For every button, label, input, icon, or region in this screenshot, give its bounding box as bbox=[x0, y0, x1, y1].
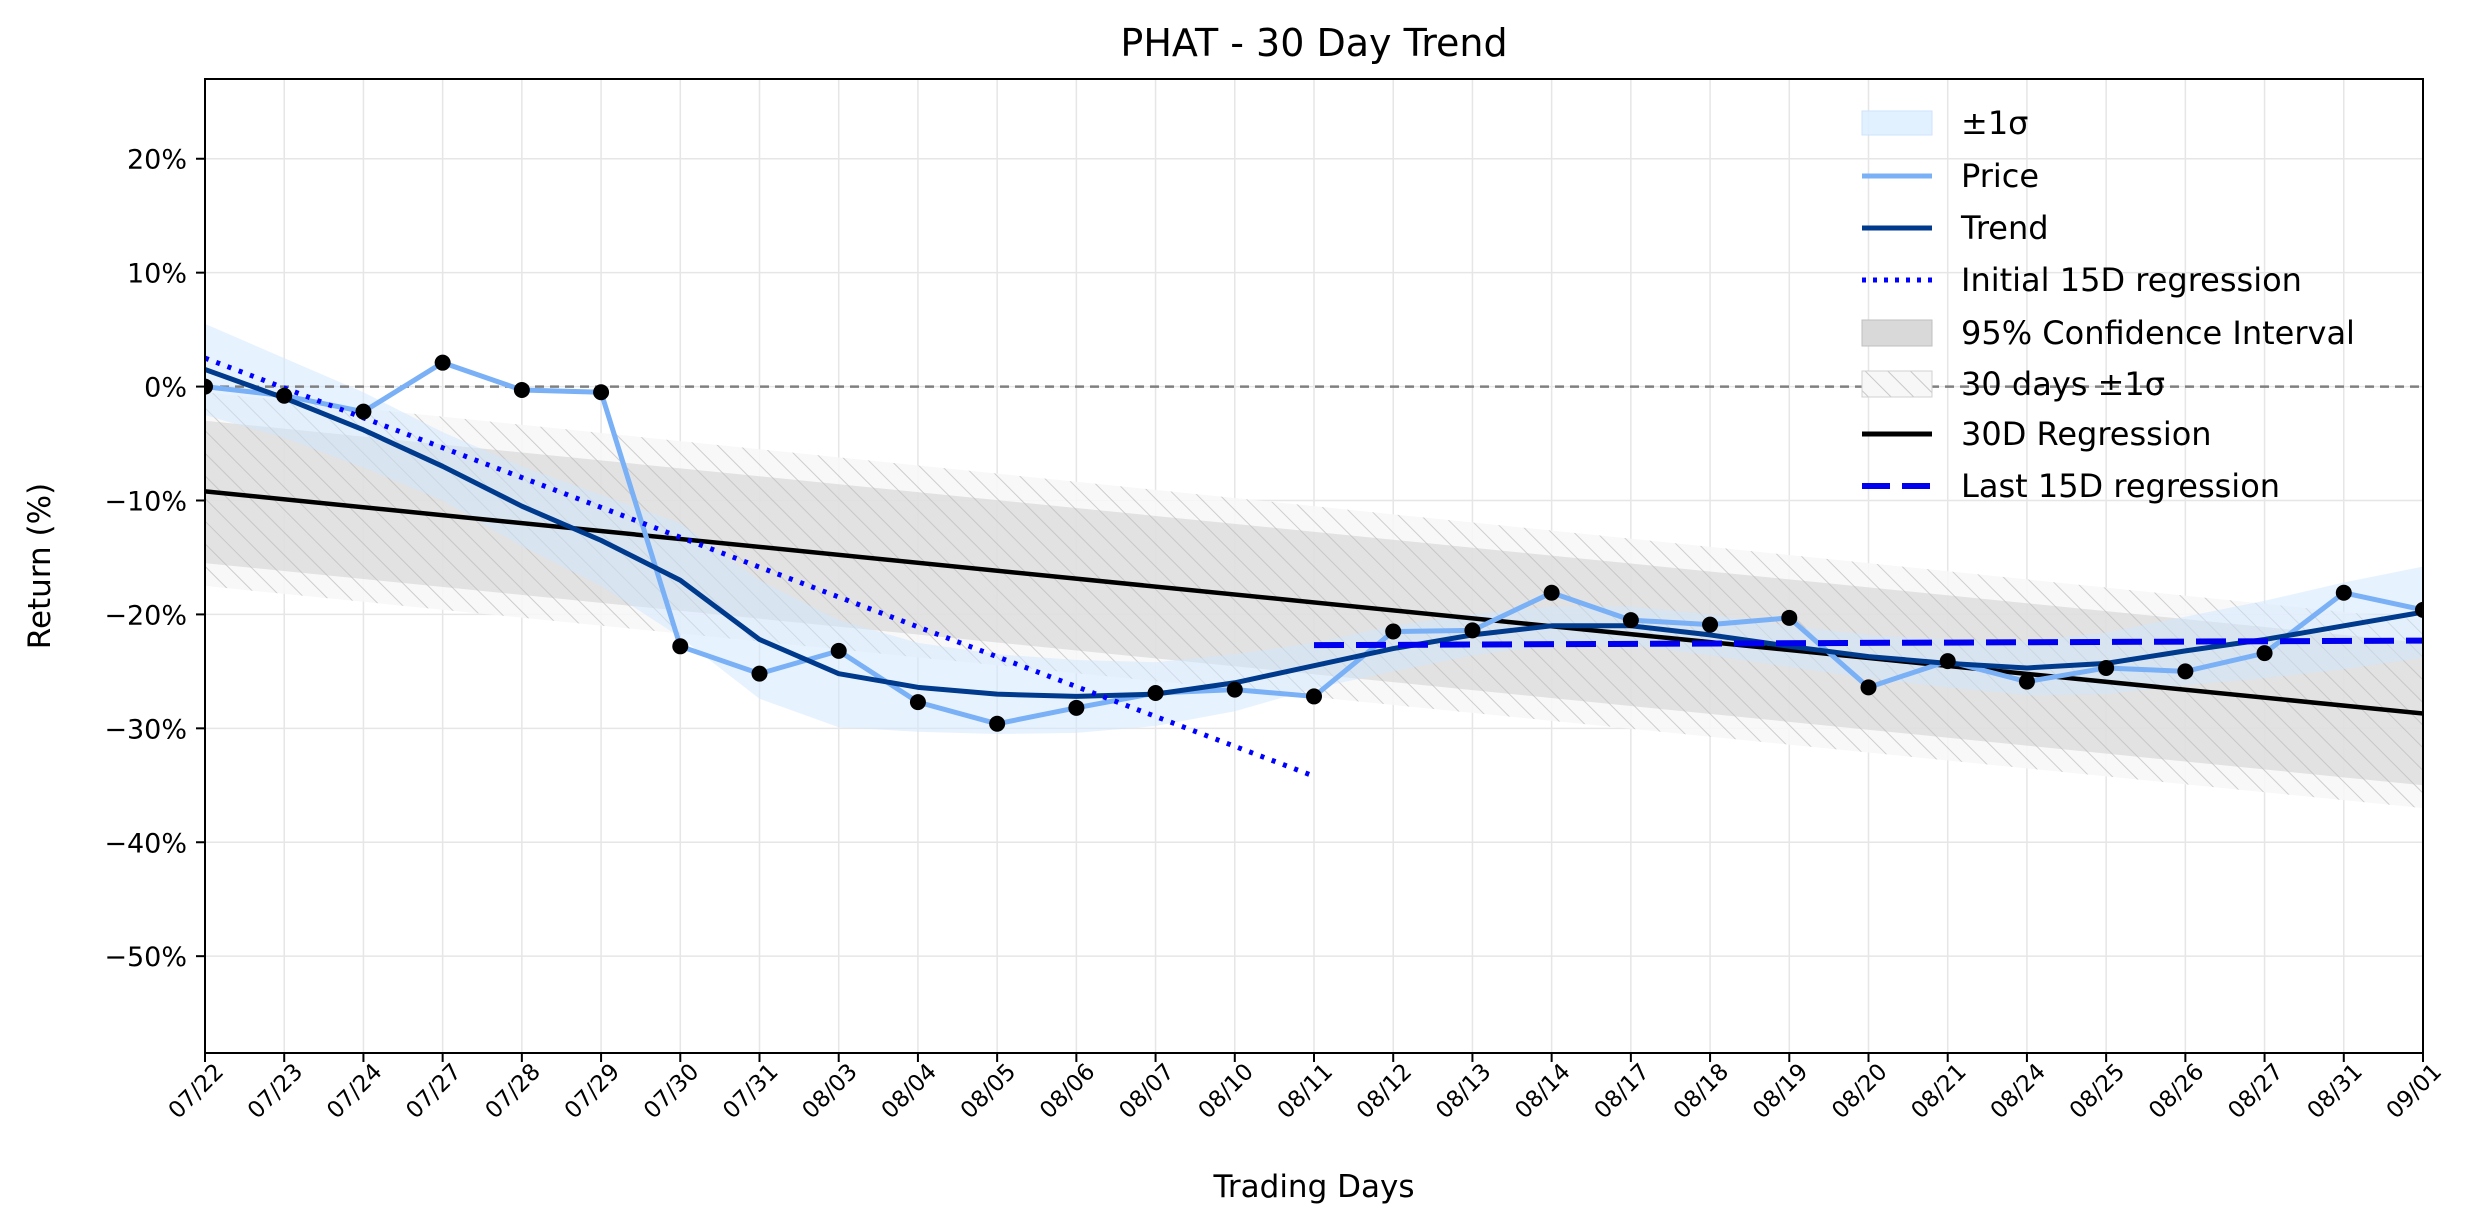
x-tick-label: 08/11 bbox=[1273, 1059, 1338, 1124]
x-tick-label: 08/20 bbox=[1827, 1059, 1892, 1124]
chart-title: PHAT - 30 Day Trend bbox=[1120, 21, 1507, 65]
price-point bbox=[1622, 612, 1639, 629]
x-tick-label: 08/03 bbox=[797, 1059, 862, 1124]
x-tick-label: 08/31 bbox=[2303, 1059, 2368, 1124]
x-tick-label: 08/17 bbox=[1590, 1059, 1655, 1124]
price-point bbox=[2415, 601, 2423, 618]
x-tick-label: 08/24 bbox=[1986, 1059, 2051, 1124]
price-point bbox=[1306, 688, 1322, 705]
legend-swatch-30d-sigma bbox=[1861, 370, 1933, 398]
legend: ±1σ Price Trend Initial 15D regression 9… bbox=[1861, 104, 2355, 505]
price-point bbox=[1385, 623, 1402, 640]
price-point bbox=[672, 638, 689, 655]
x-tick-label: 08/19 bbox=[1748, 1059, 1813, 1124]
last-regression-line bbox=[1313, 637, 2423, 649]
legend-label-last-regression: Last 15D regression bbox=[1961, 467, 2280, 505]
x-tick-label: 08/05 bbox=[956, 1059, 1021, 1124]
price-point bbox=[1543, 584, 1560, 601]
x-tick-label: 07/24 bbox=[322, 1059, 387, 1124]
y-tick-label: 0% bbox=[144, 373, 187, 404]
price-point bbox=[1781, 609, 1798, 626]
legend-label-sigma: ±1σ bbox=[1961, 104, 2028, 142]
initial-regression-line bbox=[205, 355, 1315, 779]
x-tick-label: 08/18 bbox=[1669, 1059, 1734, 1124]
legend-label-initial-regression: Initial 15D regression bbox=[1961, 261, 2302, 299]
sigma-band bbox=[205, 323, 2423, 735]
trend-line bbox=[205, 367, 2423, 699]
x-tick-label: 08/06 bbox=[1035, 1059, 1100, 1124]
price-point bbox=[434, 354, 451, 371]
x-tick-label: 07/22 bbox=[164, 1059, 229, 1124]
y-tick-label: 20% bbox=[127, 145, 187, 176]
legend-label-confidence: 95% Confidence Interval bbox=[1961, 314, 2355, 352]
x-axis-title: Trading Days bbox=[1213, 1169, 1415, 1205]
price-point bbox=[2018, 673, 2035, 690]
x-tick-label: 07/23 bbox=[243, 1059, 308, 1124]
price-point bbox=[205, 378, 213, 395]
y-tick-label: −30% bbox=[104, 714, 187, 745]
y-axis-title: Return (%) bbox=[22, 483, 58, 649]
x-tick-label: 08/26 bbox=[2144, 1059, 2209, 1124]
legend-label-price: Price bbox=[1961, 157, 2039, 195]
legend-swatch-sigma bbox=[1861, 110, 1933, 136]
days-sigma-band bbox=[205, 392, 2423, 809]
legend-label-30d-regression: 30D Regression bbox=[1961, 415, 2212, 453]
x-tick-label: 08/25 bbox=[2065, 1059, 2130, 1124]
price-point bbox=[1464, 622, 1481, 639]
y-tick-label: −40% bbox=[104, 828, 187, 859]
price-point bbox=[2256, 645, 2273, 662]
x-tick-label: 08/21 bbox=[1906, 1059, 1971, 1124]
x-tick-label: 07/28 bbox=[481, 1059, 546, 1124]
y-tick-label: −50% bbox=[104, 942, 187, 973]
price-point bbox=[1226, 681, 1243, 698]
price-point bbox=[276, 387, 293, 404]
price-point bbox=[355, 403, 372, 420]
price-point bbox=[830, 642, 847, 659]
legend-label-30d-sigma: 30 days ±1σ bbox=[1961, 365, 2165, 403]
legend-label-trend: Trend bbox=[1960, 209, 2049, 247]
x-tick-label: 08/04 bbox=[877, 1059, 942, 1124]
x-tick-label: 09/01 bbox=[2382, 1059, 2447, 1124]
x-tick-label: 08/13 bbox=[1431, 1059, 1496, 1124]
price-point bbox=[2098, 659, 2115, 676]
price-point bbox=[909, 694, 926, 711]
price-point bbox=[1068, 699, 1085, 716]
price-point bbox=[593, 384, 610, 401]
price-point bbox=[1939, 653, 1956, 670]
x-tick-label: 08/14 bbox=[1510, 1059, 1575, 1124]
y-tick-label: −10% bbox=[104, 486, 187, 517]
price-point bbox=[1147, 685, 1164, 702]
x-axis: 07/22 07/23 07/24 07/27 07/28 07/29 07/30 07/31… bbox=[164, 1053, 2447, 1124]
x-tick-label: 08/12 bbox=[1352, 1059, 1417, 1124]
price-point bbox=[2177, 663, 2194, 680]
legend-swatch-confidence bbox=[1861, 319, 1933, 347]
x-tick-label: 08/27 bbox=[2223, 1059, 2288, 1124]
price-point bbox=[1860, 679, 1877, 696]
y-axis: 20% 10% 0% −10% −20% −30% −40% −50% bbox=[104, 145, 205, 973]
price-point bbox=[2335, 584, 2352, 601]
price-point bbox=[989, 715, 1006, 732]
x-tick-label: 08/07 bbox=[1114, 1059, 1179, 1124]
y-tick-label: 10% bbox=[127, 259, 187, 290]
x-tick-label: 07/31 bbox=[718, 1059, 783, 1124]
plot-area bbox=[205, 323, 2423, 809]
x-tick-label: 07/27 bbox=[401, 1059, 466, 1124]
price-point bbox=[513, 381, 530, 398]
x-tick-label: 08/10 bbox=[1194, 1059, 1259, 1124]
price-points bbox=[205, 354, 2423, 732]
price-point bbox=[751, 665, 768, 682]
price-point bbox=[1702, 616, 1719, 633]
x-tick-label: 07/29 bbox=[560, 1059, 625, 1124]
x-tick-label: 07/30 bbox=[639, 1059, 704, 1124]
y-tick-label: −20% bbox=[104, 600, 187, 631]
